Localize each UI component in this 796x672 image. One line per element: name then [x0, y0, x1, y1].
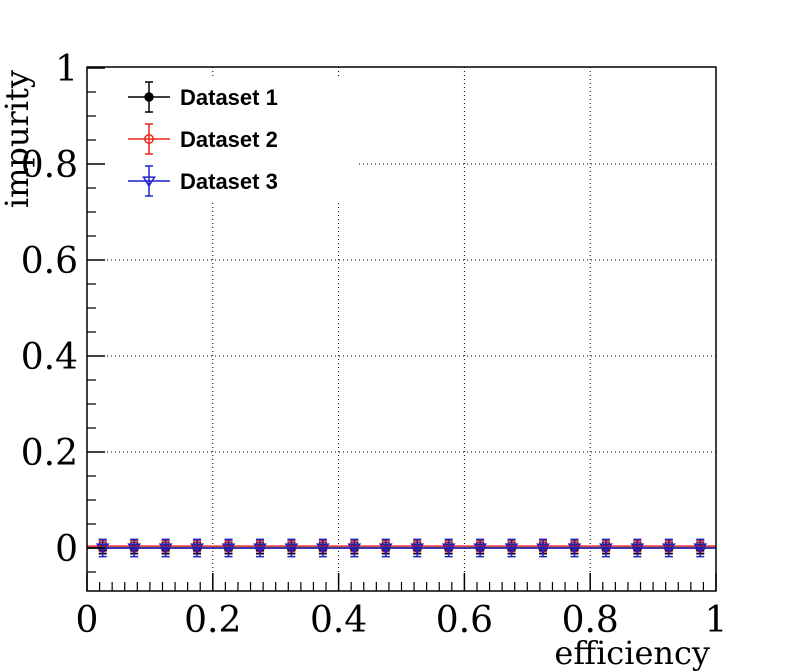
legend: Dataset 1 Dataset 2 Dataset 3 — [128, 81, 278, 197]
data-point — [158, 543, 173, 555]
x-tick-label: 0.6 — [436, 600, 493, 641]
data-point — [144, 134, 154, 144]
data-point — [253, 543, 267, 555]
data-point — [473, 543, 487, 555]
legend-entry: Dataset 3 — [128, 165, 278, 197]
series-layer — [87, 538, 716, 558]
y-tick-label: 0.8 — [21, 145, 78, 186]
legend-entry: Dataset 1 — [128, 81, 278, 113]
data-point — [284, 543, 299, 555]
x-tick-label: 0 — [76, 600, 99, 641]
data-point — [316, 543, 330, 555]
legend-label: Dataset 1 — [180, 85, 278, 110]
data-point — [221, 543, 236, 555]
legend-label: Dataset 3 — [180, 169, 278, 194]
error-bar — [307, 538, 339, 558]
data-point — [441, 543, 456, 555]
data-point — [144, 92, 154, 102]
error-bar — [590, 538, 622, 558]
data-point — [127, 543, 142, 555]
series — [87, 539, 716, 553]
y-tick-label: 0.6 — [21, 241, 78, 282]
x-tick-label: 1 — [705, 600, 728, 641]
data-point — [378, 543, 393, 555]
x-tick-label: 0.2 — [184, 600, 241, 641]
x-axis-title: efficiency — [554, 634, 710, 672]
data-point — [504, 543, 519, 555]
data-point — [190, 543, 204, 555]
y-tick-label: 0.4 — [21, 337, 78, 378]
error-bar — [244, 538, 276, 558]
data-point — [693, 543, 708, 555]
data-point — [410, 543, 425, 555]
data-point — [567, 543, 582, 555]
axes: 0 0.2 0.4 0.6 0.8 1 0 0.2 0.4 0.6 0.8 1 — [21, 49, 728, 641]
series — [87, 538, 716, 558]
data-point — [630, 543, 645, 555]
data-point — [347, 543, 362, 555]
data-point — [599, 543, 613, 555]
x-tick-label: 0.8 — [562, 600, 619, 641]
data-point — [142, 176, 156, 188]
data-point — [536, 543, 550, 555]
y-axis-title: impurity — [0, 70, 36, 208]
data-point — [661, 543, 676, 555]
legend-entry: Dataset 2 — [128, 123, 278, 155]
y-tick-label: 0 — [55, 529, 78, 570]
y-tick-label: 0.2 — [21, 433, 78, 474]
error-bar — [558, 538, 591, 558]
y-tick-label: 1 — [55, 49, 78, 90]
x-tick-label: 0.4 — [310, 600, 367, 641]
legend-label: Dataset 2 — [180, 127, 278, 152]
